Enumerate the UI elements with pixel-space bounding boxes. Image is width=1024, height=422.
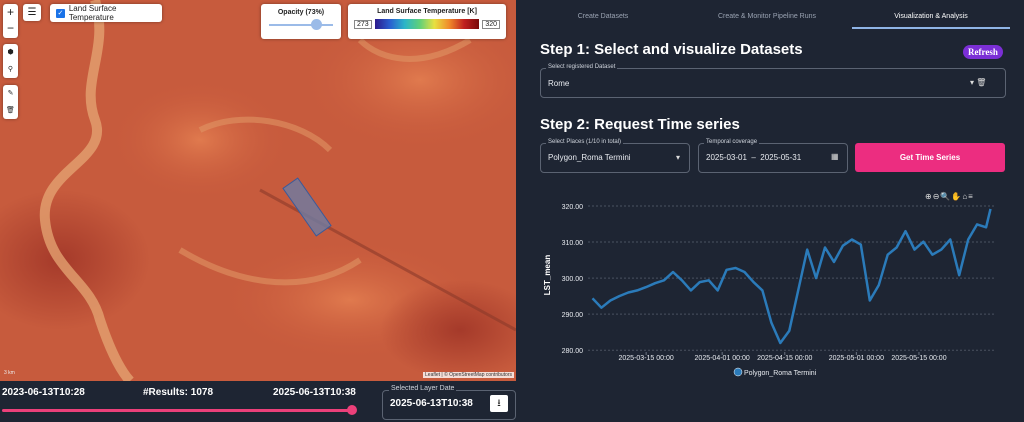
selected-value: 2025-06-13T10:38 xyxy=(390,398,473,409)
layer-toggle[interactable]: ✓ Land Surface Temperature xyxy=(50,4,162,22)
step1-title: Step 1: Select and visualize Datasets xyxy=(540,41,803,58)
map[interactable] xyxy=(0,0,516,381)
places-value: Polygon_Roma Termini xyxy=(548,153,631,162)
results-count: #Results: 1078 xyxy=(143,387,214,398)
chart-toolbar[interactable]: ⊕⊖🔍✋⌂≡ xyxy=(925,192,974,201)
timeline-start: 2023-06-13T10:28 xyxy=(2,387,85,398)
edit-tools[interactable]: ✎ 🗑 xyxy=(3,85,18,119)
legend-swatch xyxy=(733,367,743,377)
dataset-actions[interactable]: ▾ 🗑 xyxy=(970,78,987,87)
x-tick-label: 2025-04-15 00:00 xyxy=(757,355,812,362)
get-time-series-button[interactable]: Get Time Series xyxy=(855,143,1005,172)
x-tick-label: 2025-05-01 00:00 xyxy=(829,355,884,362)
colorbar xyxy=(374,19,480,29)
calendar-icon[interactable]: ▦ xyxy=(831,152,839,161)
y-tick-label: 310.00 xyxy=(562,240,584,247)
slider-thumb[interactable] xyxy=(347,405,357,415)
y-tick-label: 320.00 xyxy=(562,204,584,211)
dropdown-arrow[interactable]: ▾ xyxy=(676,153,681,162)
y-axis-label: LST_mean xyxy=(543,255,552,296)
legend-label: Polygon_Roma Termini xyxy=(744,370,817,377)
scale-bar: 3 km xyxy=(4,370,15,376)
dataset-select[interactable] xyxy=(540,68,1006,98)
coverage-input[interactable] xyxy=(698,143,848,173)
legend-min[interactable]: 273 xyxy=(354,19,372,29)
layer-name: Land Surface Temperature xyxy=(68,4,117,22)
tab[interactable]: Create Datasets xyxy=(577,13,629,20)
legend-title: Land Surface Temperature [K] xyxy=(377,8,477,15)
coverage-value: 2025-03-01 – 2025-05-31 xyxy=(706,153,802,162)
zoom-control[interactable]: + − xyxy=(3,4,18,38)
coverage-label: Temporal coverage xyxy=(704,139,760,145)
selected-label: Selected Layer Date xyxy=(389,385,457,392)
y-tick-label: 290.00 xyxy=(562,312,584,319)
dataset-value: Rome xyxy=(548,79,570,88)
tab[interactable]: Create & Monitor Pipeline Runs xyxy=(717,13,817,20)
y-tick-label: 300.00 xyxy=(562,276,584,283)
opacity-control[interactable]: Opacity (73%) xyxy=(261,4,341,39)
color-legend: Land Surface Temperature [K] 273 320 xyxy=(348,4,506,39)
time-slider[interactable] xyxy=(2,409,352,412)
x-tick-label: 2025-05-15 00:00 xyxy=(891,355,946,362)
menu-button[interactable]: ☰ xyxy=(23,4,41,21)
legend-max[interactable]: 320 xyxy=(482,19,500,29)
timeline-end: 2025-06-13T10:38 xyxy=(273,387,356,398)
dataset-label: Select registered Dataset xyxy=(546,64,618,70)
attribution: Leaflet | © OpenStreetMap contributors xyxy=(423,372,514,378)
y-tick-label: 280.00 xyxy=(562,348,584,355)
series-line xyxy=(591,208,992,345)
download-button[interactable]: ⭳ xyxy=(490,395,508,412)
step2-title: Step 2: Request Time series xyxy=(540,116,740,133)
opacity-label: Opacity (73%) xyxy=(277,9,325,16)
places-label: Select Places (1/10 in total) xyxy=(546,139,624,145)
draw-tools[interactable]: ⬢ ⚲ xyxy=(3,44,18,78)
chart: LST_mean 280.00 290.00 300.00 310.00 320.00 2… xyxy=(543,204,995,377)
refresh-button[interactable]: Refresh xyxy=(963,45,1003,59)
x-tick-label: 2025-03-15 00:00 xyxy=(619,355,674,362)
tab-active[interactable]: Visualization & Analysis xyxy=(894,13,968,20)
x-tick-label: 2025-04-01 00:00 xyxy=(695,355,750,362)
checkbox[interactable]: ✓ xyxy=(56,8,65,18)
opacity-slider[interactable] xyxy=(269,19,333,30)
tab-indicator xyxy=(852,27,1010,29)
